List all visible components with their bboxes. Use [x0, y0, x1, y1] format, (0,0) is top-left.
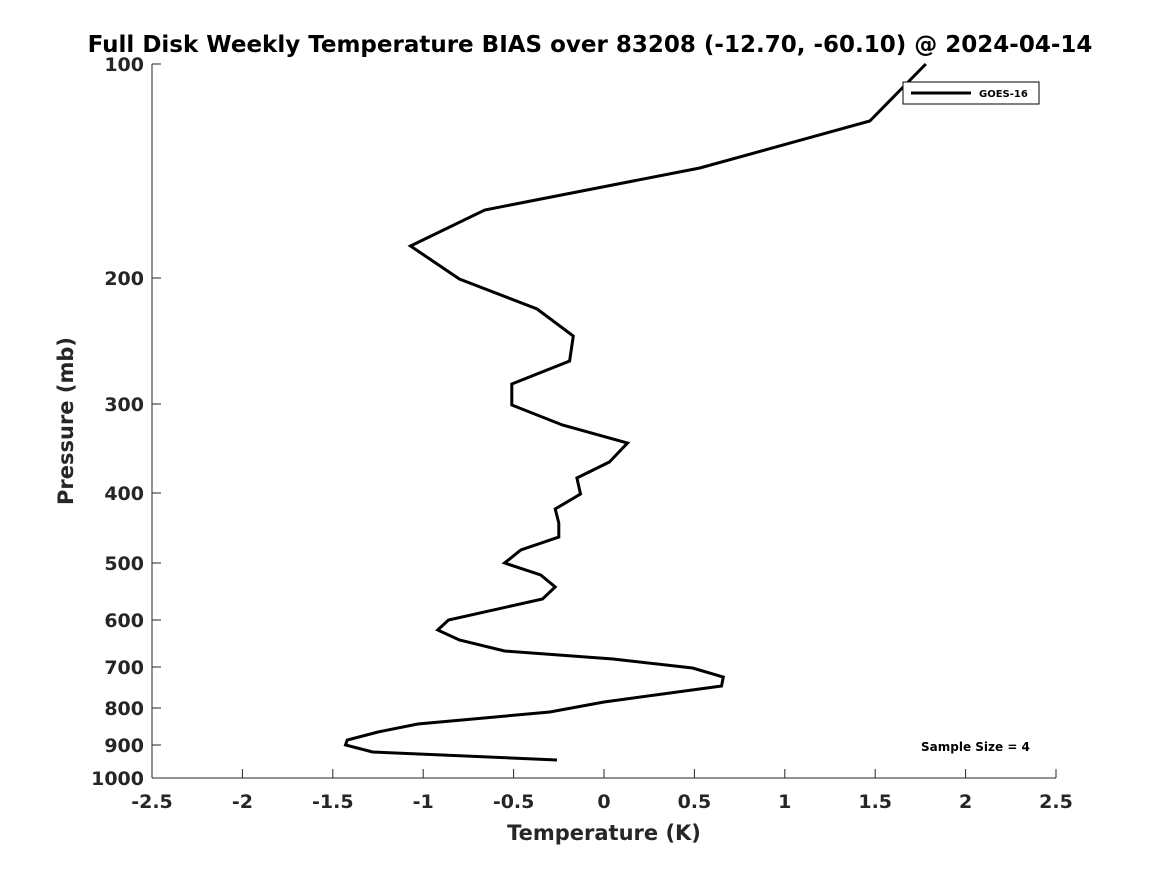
y-tick-label: 200 — [104, 268, 144, 290]
x-axis-title: Temperature (K) — [507, 821, 701, 845]
y-tick-label: 700 — [104, 657, 144, 679]
x-tick-label: -0.5 — [493, 791, 535, 813]
y-tick-label: 100 — [104, 54, 144, 76]
x-tick-label: -1.5 — [312, 791, 354, 813]
plot-area — [152, 64, 1056, 778]
y-tick-label: 500 — [104, 553, 144, 575]
y-axis: 100 200 300 400 500 600 700 800 900 1000 — [91, 54, 161, 790]
y-tick-label: 400 — [104, 483, 144, 505]
y-axis-title: Pressure (mb) — [54, 337, 78, 505]
sample-size-annotation: Sample Size = 4 — [921, 740, 1030, 754]
x-tick-label: 1.5 — [858, 791, 892, 813]
chart-title: Full Disk Weekly Temperature BIAS over 8… — [88, 32, 1093, 58]
y-tick-label: 300 — [104, 394, 144, 416]
y-tick-label: 1000 — [91, 768, 144, 790]
x-tick-label: -1 — [413, 791, 434, 813]
series-line-goes-16 — [343, 62, 927, 762]
y-tick-label: 900 — [104, 735, 144, 757]
x-tick-label: 0 — [597, 791, 610, 813]
x-tick-label: 2.5 — [1039, 791, 1073, 813]
x-tick-label: -2.5 — [131, 791, 173, 813]
legend-label-goes-16: GOES-16 — [979, 89, 1028, 100]
x-tick-label: -2 — [232, 791, 253, 813]
y-tick-label: 600 — [104, 610, 144, 632]
series-layer — [343, 62, 927, 762]
x-tick-label: 0.5 — [678, 791, 712, 813]
x-tick-label: 2 — [959, 791, 972, 813]
x-axis: -2.5 -2 -1.5 -1 -0.5 0 0.5 1 1.5 2 2.5 — [131, 769, 1073, 813]
x-tick-label: 1 — [778, 791, 791, 813]
y-tick-label: 800 — [104, 698, 144, 720]
legend: GOES-16 — [902, 81, 1040, 105]
